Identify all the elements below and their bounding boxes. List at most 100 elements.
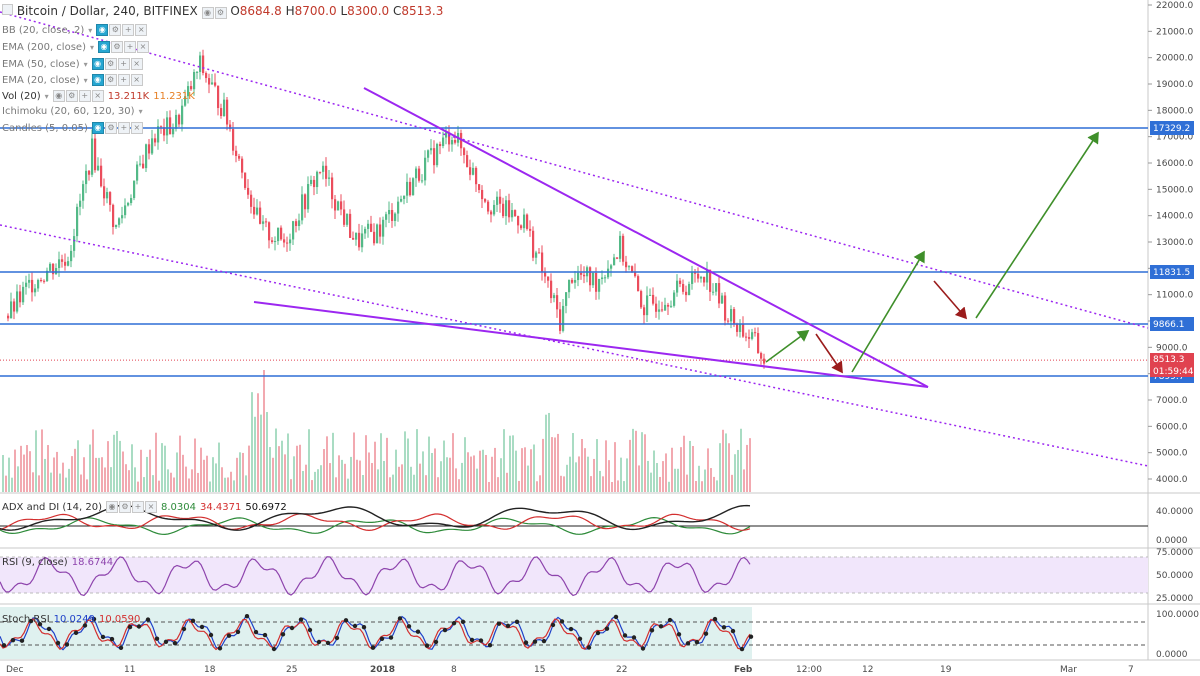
- volume-bar: [128, 470, 130, 492]
- stoch-legend[interactable]: Stoch RSI 10.0249 10.0590: [2, 614, 140, 625]
- close-icon[interactable]: ×: [135, 24, 148, 36]
- candle-body: [358, 232, 361, 248]
- close-icon[interactable]: ×: [130, 74, 143, 86]
- add-icon[interactable]: +: [122, 24, 135, 36]
- minus-di-value: 34.4371: [200, 501, 242, 513]
- close-icon[interactable]: ×: [130, 58, 143, 70]
- settings-icon[interactable]: ⚙: [109, 24, 122, 36]
- add-icon[interactable]: +: [117, 58, 130, 70]
- candle-body: [631, 266, 634, 273]
- volume-bar: [62, 462, 64, 492]
- candle-body: [238, 155, 241, 159]
- volume-bar: [347, 478, 349, 492]
- add-icon[interactable]: +: [124, 41, 136, 53]
- down-arrow-arrow-line: [815, 333, 843, 374]
- eye-icon[interactable]: ◉: [201, 7, 214, 19]
- candle-body: [355, 232, 358, 240]
- settings-icon[interactable]: ⚙: [104, 74, 117, 86]
- indicator-bb[interactable]: BB (20, close, 2) ▾ ◉ ⚙ + ×: [2, 24, 148, 36]
- candle-body: [472, 167, 475, 175]
- dropdown-caret-icon[interactable]: ▾: [83, 75, 88, 85]
- close-icon[interactable]: ×: [137, 41, 149, 53]
- candle-body: [67, 261, 70, 266]
- add-icon[interactable]: +: [117, 122, 130, 134]
- settings-icon[interactable]: ⚙: [104, 58, 117, 70]
- close-icon[interactable]: ×: [91, 90, 104, 102]
- rsi-legend[interactable]: RSI (9, close) 18.6744: [2, 557, 113, 568]
- eye-icon[interactable]: ◉: [106, 501, 118, 513]
- stoch-point: [127, 624, 133, 630]
- volume-bar: [635, 430, 637, 492]
- high-label: H: [285, 4, 295, 18]
- eye-icon[interactable]: ◉: [91, 74, 104, 86]
- add-icon[interactable]: +: [117, 74, 130, 86]
- volume-bar: [587, 456, 589, 492]
- candle-body: [610, 265, 613, 269]
- dropdown-caret-icon[interactable]: ▾: [44, 91, 49, 101]
- settings-icon[interactable]: ⚙: [65, 90, 78, 102]
- close-icon[interactable]: ×: [130, 122, 143, 134]
- stoch-d-line: [0, 618, 751, 651]
- eye-icon[interactable]: ◉: [91, 58, 104, 70]
- indicator-candles[interactable]: Candles (5, 0.05) ◉ ⚙ + ×: [2, 122, 143, 134]
- price-tick-label: 19000.0: [1156, 80, 1193, 90]
- stoch-point: [262, 632, 268, 638]
- indicator-ema200[interactable]: EMA (200, close) ▾ ◉ ⚙ + ×: [2, 41, 149, 53]
- add-icon[interactable]: +: [132, 501, 144, 513]
- rsi-tick-label: 75.0000: [1156, 548, 1193, 558]
- settings-icon[interactable]: ⚙: [119, 501, 131, 513]
- candle-body: [613, 257, 616, 266]
- dropdown-caret-icon[interactable]: ▾: [83, 59, 88, 69]
- candle-body: [445, 132, 448, 138]
- eye-icon[interactable]: ◉: [52, 90, 65, 102]
- collapse-icon[interactable]: [2, 4, 13, 15]
- volume-bar: [275, 428, 277, 492]
- time-tick-label: Dec: [6, 665, 23, 675]
- stoch-point: [640, 646, 646, 651]
- candle-body: [127, 203, 130, 206]
- dropdown-caret-icon[interactable]: ▾: [89, 42, 94, 52]
- indicator-volume[interactable]: Vol (20) ▾ ◉ ⚙ + × 13.211K 11.231K: [2, 90, 195, 102]
- eye-icon[interactable]: ◉: [91, 122, 104, 134]
- settings-icon[interactable]: ⚙: [104, 122, 117, 134]
- stoch-point: [1, 643, 7, 648]
- minus-di-line: [0, 513, 751, 532]
- volume-bar: [692, 446, 694, 492]
- adx-legend[interactable]: ADX and DI (14, 20) ◉ ⚙ + × 8.0304 34.4371 …: [2, 501, 287, 513]
- indicator-ema50[interactable]: EMA (50, close) ▾ ◉ ⚙ + ×: [2, 58, 143, 70]
- settings-icon[interactable]: ⚙: [214, 7, 227, 19]
- candle-body: [535, 252, 538, 258]
- stoch-point: [163, 639, 169, 644]
- volume-bar: [50, 472, 52, 492]
- candle-body: [163, 127, 166, 136]
- stoch-point: [460, 619, 466, 624]
- stoch-point: [379, 636, 385, 641]
- candle-body: [433, 148, 436, 166]
- volume-bar: [653, 450, 655, 492]
- eye-icon[interactable]: ◉: [98, 41, 110, 53]
- eye-icon[interactable]: ◉: [96, 24, 109, 36]
- volume-bar: [203, 459, 205, 492]
- stoch-point: [514, 619, 520, 624]
- volume-bar: [131, 444, 133, 492]
- indicator-ichimoku[interactable]: Ichimoku (20, 60, 120, 30) ▾: [2, 106, 143, 117]
- volume-bar: [680, 447, 682, 492]
- candle-body: [664, 304, 667, 311]
- add-icon[interactable]: +: [78, 90, 91, 102]
- candle-body: [706, 269, 709, 283]
- volume-bar: [725, 433, 727, 492]
- dropdown-caret-icon[interactable]: ▾: [138, 107, 143, 116]
- stoch-point: [370, 645, 376, 650]
- countdown-tag: [1150, 365, 1194, 377]
- candle-body: [628, 266, 631, 268]
- settings-icon[interactable]: ⚙: [111, 41, 123, 53]
- close-icon[interactable]: ×: [145, 501, 157, 513]
- dropdown-caret-icon[interactable]: ▾: [88, 25, 93, 35]
- candle-body: [511, 210, 514, 218]
- price-tick-label: 9000.0: [1156, 343, 1188, 353]
- candle-body: [733, 309, 736, 324]
- candle-body: [139, 163, 142, 165]
- indicator-ema20[interactable]: EMA (20, close) ▾ ◉ ⚙ + ×: [2, 74, 143, 86]
- stoch-point: [244, 614, 250, 619]
